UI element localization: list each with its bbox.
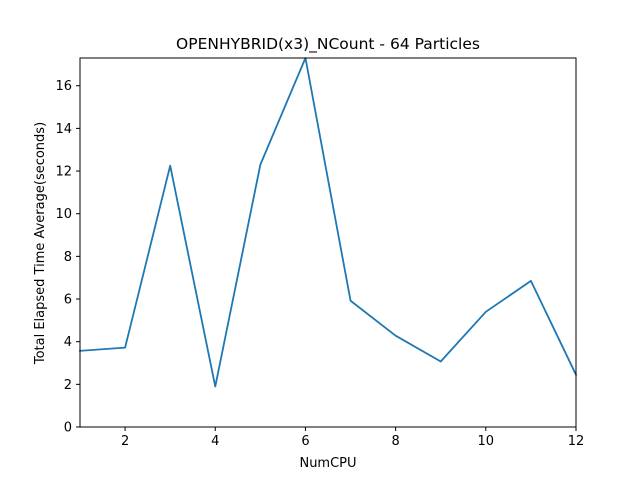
y-tick-label: 10 [55, 207, 72, 222]
y-tick-label: 16 [55, 79, 72, 94]
y-tick-label: 14 [55, 122, 72, 137]
x-axis-ticks: 2 4 6 8 10 12 [121, 427, 584, 449]
y-axis-ticks: 0 2 4 6 8 10 12 14 16 [55, 79, 80, 436]
x-tick-label: 12 [568, 434, 585, 449]
x-tick-label: 2 [121, 434, 129, 449]
x-tick-label: 6 [301, 434, 309, 449]
y-tick-label: 0 [64, 421, 72, 436]
x-tick-label: 10 [478, 434, 495, 449]
x-tick-label: 4 [211, 434, 219, 449]
axes-frame [79, 57, 577, 428]
y-tick-label: 2 [64, 378, 72, 393]
y-axis-label: Total Elapsed Time Average(seconds) [33, 122, 48, 365]
series-line-0 [79, 57, 578, 388]
y-tick-label: 12 [55, 165, 72, 180]
y-tick-label: 6 [64, 293, 72, 308]
y-tick-label: 8 [64, 250, 72, 265]
x-axis-label: NumCPU [299, 456, 356, 471]
y-tick-label: 4 [64, 335, 72, 350]
x-tick-label: 8 [391, 434, 399, 449]
chart-title: OPENHYBRID(x3)_NCount - 64 Particles [176, 35, 480, 54]
plot-area [79, 57, 578, 428]
